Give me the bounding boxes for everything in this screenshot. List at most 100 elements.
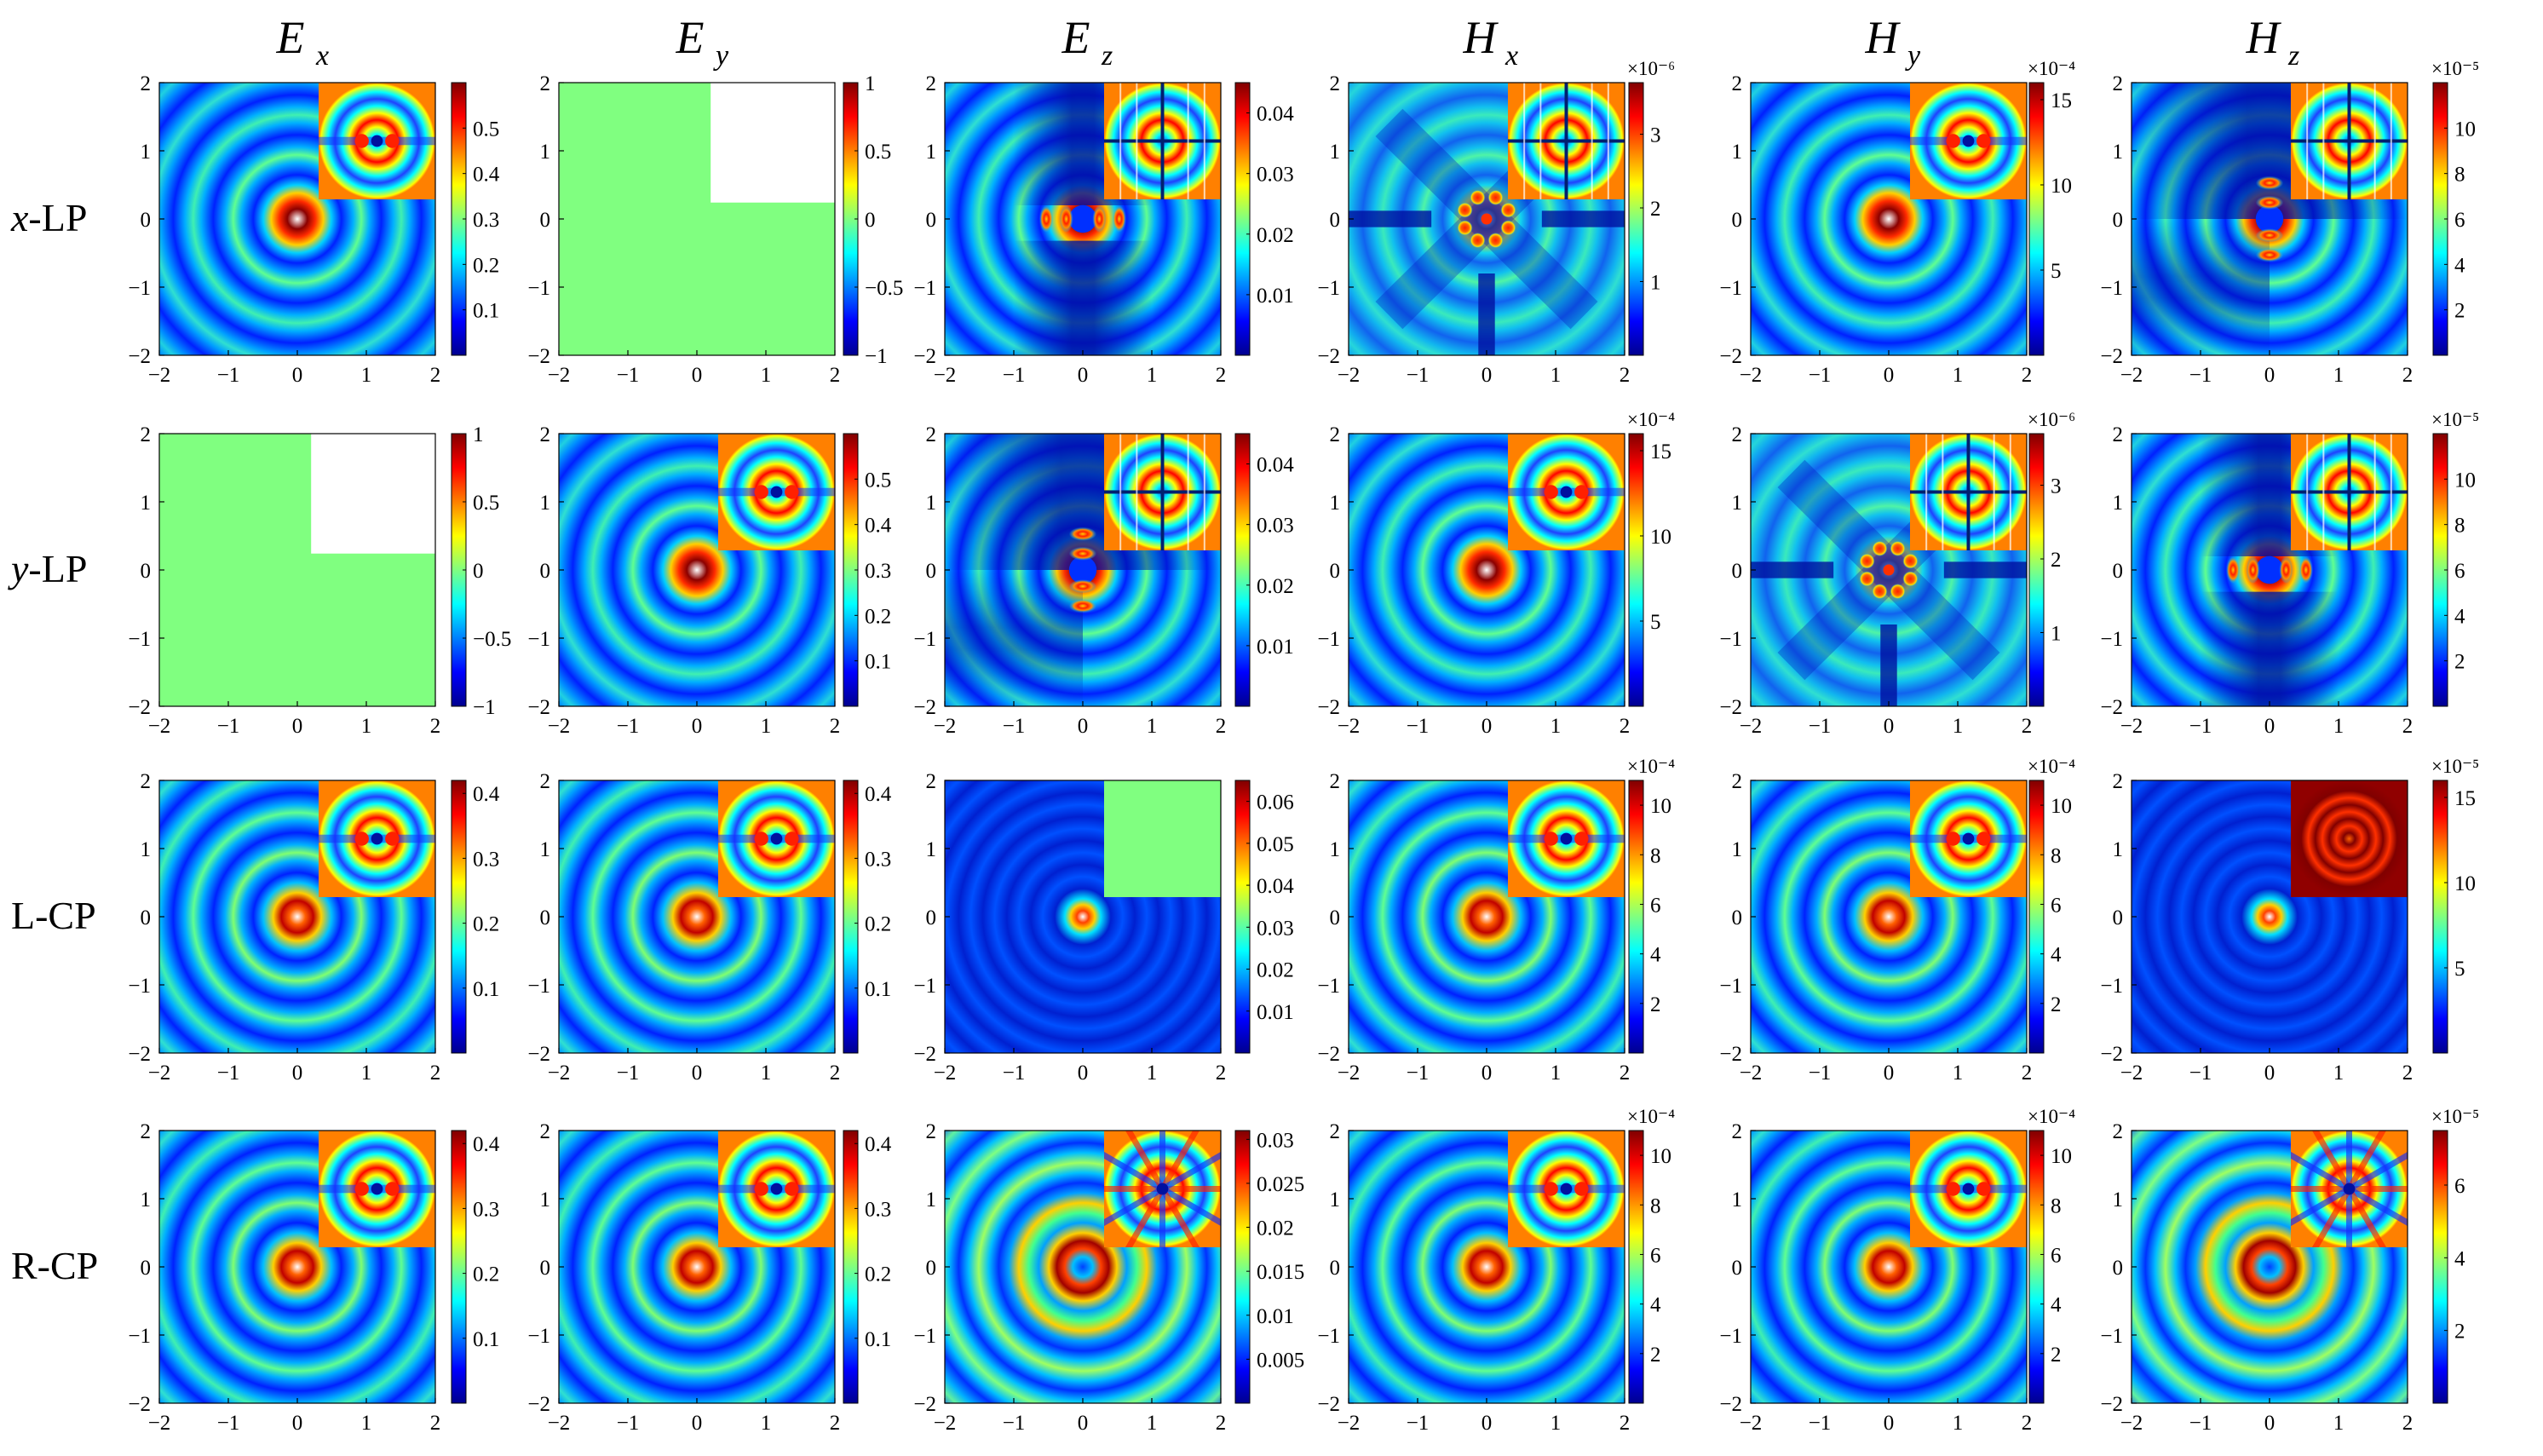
colorbar-exponent: ×10⁻⁴ <box>2028 756 2075 777</box>
x-tick-label: 0 <box>1481 364 1493 387</box>
x-tick-label: −1 <box>2189 715 2212 738</box>
y-tick-label: 0 <box>926 560 937 583</box>
panel-r1-c1: −2−2 −1 −1 0 0 1 1 2 2 0.1 0.2 0.3 0.4 0.5 <box>527 423 892 738</box>
inset-map <box>2291 780 2408 897</box>
x-tick-label: −2 <box>2120 1412 2143 1435</box>
inset-map <box>718 1131 835 1247</box>
heatmap-blob <box>1883 564 1895 576</box>
column-title-sub: z <box>2287 40 2299 72</box>
y-tick-label: 2 <box>1732 1120 1743 1143</box>
x-tick-label: 2 <box>430 1062 441 1085</box>
colorbar: 5 10 15 ×10⁻⁴ <box>1627 409 1675 707</box>
heatmap <box>945 1131 1221 1403</box>
colorbar-tick-label: 0.01 <box>1257 1305 1294 1328</box>
colorbar-tick-label: 0.03 <box>1257 164 1294 187</box>
colorbar-tick-label: 0.1 <box>865 978 891 1001</box>
x-tick-label: 1 <box>361 1412 372 1435</box>
x-tick-label: 1 <box>761 1062 772 1085</box>
colorbar-tick-label: 0.3 <box>473 1198 499 1221</box>
heatmap-node-band <box>2132 219 2270 355</box>
x-tick-label: −2 <box>2120 715 2143 738</box>
y-tick-label: 2 <box>1732 423 1743 446</box>
y-tick-label: −1 <box>2100 628 2123 651</box>
heatmap-node-wedge <box>1375 108 1500 233</box>
colorbar: 1 2 3 ×10⁻⁶ <box>2028 409 2075 707</box>
heatmap <box>159 780 435 1053</box>
y-tick-label: 0 <box>1732 1257 1743 1280</box>
x-tick-label: 2 <box>2402 364 2414 387</box>
colorbar-tick-label: 0.05 <box>1257 833 1294 856</box>
colorbar-tick-label: 15 <box>1650 440 1671 463</box>
x-tick-label: −2 <box>548 1062 571 1085</box>
inset-lobe <box>1946 1182 1960 1196</box>
colorbar-tick-label: 10 <box>1650 795 1671 818</box>
colorbar-tick-label: 2 <box>2454 651 2465 674</box>
heatmap-lobe <box>1068 579 1097 594</box>
panel-r1-c4: −2−2 −1 −1 0 0 1 1 2 2 1 2 3 ×10⁻⁶ <box>1719 409 2075 738</box>
x-tick-label: 2 <box>1216 364 1227 387</box>
heatmap-lobe <box>1068 527 1097 541</box>
x-tick-label: 2 <box>2402 1412 2414 1435</box>
inset-flat <box>1104 780 1221 897</box>
heatmap <box>2132 434 2408 706</box>
heatmap-rings <box>559 780 835 1053</box>
x-tick-label: 0 <box>692 1062 703 1085</box>
y-tick-label: 1 <box>1732 838 1743 861</box>
colorbar-tick-label: 0.2 <box>865 1263 891 1286</box>
colorbar: 0.1 0.2 0.3 0.4 0.5 <box>843 433 892 707</box>
inset-map <box>1508 83 1625 199</box>
y-tick-label: −2 <box>527 345 550 368</box>
heatmap-lobe <box>2246 556 2260 584</box>
heatmap-center <box>2255 204 2284 233</box>
x-tick-label: 2 <box>1216 1062 1227 1085</box>
y-tick-label: −1 <box>1317 1325 1340 1348</box>
colorbar-tick-label: 0.2 <box>473 1263 499 1286</box>
y-tick-label: 2 <box>1330 72 1341 95</box>
x-tick-label: 1 <box>1551 364 1562 387</box>
column-title-main: E <box>276 12 305 63</box>
heatmap-blob <box>1859 571 1875 587</box>
y-tick-label: −2 <box>2100 1043 2123 1066</box>
x-tick-label: −2 <box>1338 715 1361 738</box>
axes-ticks: −2−2 −1 −1 0 0 1 1 2 2 <box>1719 1120 2032 1435</box>
inset-map <box>1910 83 2027 199</box>
y-tick-label: 1 <box>2113 492 2124 515</box>
axes-ticks: −2−2 −1 −1 0 0 1 1 2 2 <box>527 1120 840 1435</box>
colorbar-tick-label: 5 <box>2051 260 2062 283</box>
heatmap-node-band <box>2201 591 2339 706</box>
y-tick-label: 2 <box>926 423 937 446</box>
inset-core <box>1962 832 1975 845</box>
colorbar-tick-label: 10 <box>2454 469 2476 492</box>
inset-lobe <box>1574 832 1589 846</box>
panel-r3-c1: −2−2 −1 −1 0 0 1 1 2 2 0.1 0.2 0.3 0.4 <box>527 1120 891 1435</box>
inset-core <box>1962 135 1975 147</box>
x-tick-label: −2 <box>934 364 957 387</box>
inset-lobe <box>785 1182 799 1196</box>
inset-core <box>1560 832 1573 845</box>
colorbar-tick-label: 15 <box>2454 787 2476 810</box>
x-tick-label: 2 <box>2402 715 2414 738</box>
colorbar: 2 4 6 8 10 ×10⁻⁴ <box>1627 1106 1675 1404</box>
x-tick-label: −1 <box>617 1062 640 1085</box>
colorbar-tick-label: 0.1 <box>473 300 499 323</box>
colorbar-tick-label: 8 <box>2051 844 2062 867</box>
heatmap-blob <box>1470 189 1486 205</box>
colorbar-tick-label: −1 <box>473 696 496 719</box>
y-tick-label: −1 <box>913 975 936 998</box>
inset-lobe <box>1574 1182 1589 1196</box>
colorbar-exponent: ×10⁻⁴ <box>1627 409 1675 430</box>
inset-target <box>2291 780 2408 897</box>
inset-map <box>1104 1131 1221 1247</box>
x-tick-label: 1 <box>361 364 372 387</box>
heatmap-flat-region <box>559 83 835 355</box>
inset-map <box>2291 1131 2408 1247</box>
y-tick-label: −1 <box>1719 1325 1742 1348</box>
y-tick-label: 1 <box>1330 1188 1341 1211</box>
colorbar: 0.1 0.2 0.3 0.4 <box>843 780 892 1054</box>
x-tick-label: −2 <box>1338 1062 1361 1085</box>
heatmap-blob <box>1470 233 1486 249</box>
y-tick-label: 1 <box>1330 838 1341 861</box>
colorbar-tick-label: 2 <box>2454 1321 2465 1344</box>
axes-ticks: −2−2 −1 −1 0 0 1 1 2 2 <box>1317 770 1630 1085</box>
y-tick-label: 1 <box>926 141 937 164</box>
